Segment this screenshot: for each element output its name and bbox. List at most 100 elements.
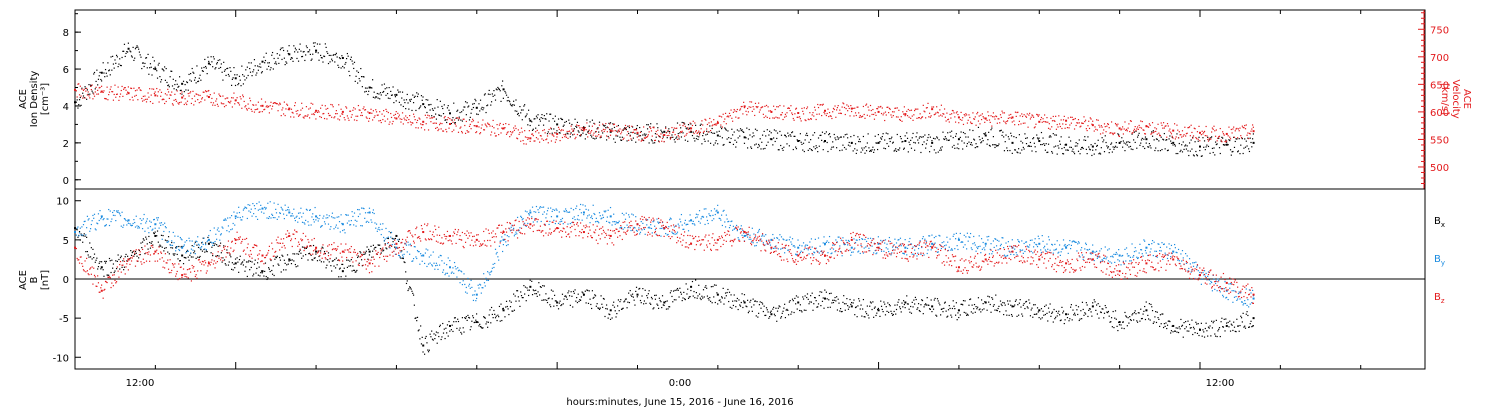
scatter-dot [111, 260, 112, 261]
scatter-dot [196, 258, 197, 259]
scatter-dot [329, 115, 330, 116]
scatter-dot [953, 145, 954, 146]
scatter-dot [1176, 125, 1177, 126]
scatter-dot [1050, 135, 1051, 136]
scatter-dot [590, 304, 591, 305]
scatter-dot [225, 263, 226, 264]
scatter-dot [834, 137, 835, 138]
scatter-dot [133, 219, 134, 220]
scatter-dot [746, 114, 747, 115]
scatter-dot [370, 109, 371, 110]
scatter-dot [410, 101, 411, 102]
scatter-dot [1109, 127, 1110, 128]
scatter-dot [1101, 147, 1102, 148]
scatter-dot [823, 141, 824, 142]
scatter-dot [591, 130, 592, 131]
scatter-dot [482, 109, 483, 110]
scatter-dot [413, 114, 414, 115]
scatter-dot [475, 320, 476, 321]
scatter-dot [729, 292, 730, 293]
scatter-dot [91, 247, 92, 248]
scatter-dot [1113, 327, 1114, 328]
scatter-dot [851, 302, 852, 303]
scatter-dot [937, 137, 938, 138]
scatter-dot [171, 91, 172, 92]
scatter-dot [167, 252, 168, 253]
scatter-dot [218, 255, 219, 256]
scatter-dot [818, 303, 819, 304]
scatter-dot [470, 113, 471, 114]
scatter-dot [186, 240, 187, 241]
scatter-dot [931, 115, 932, 116]
scatter-dot [1061, 128, 1062, 129]
scatter-dot [397, 89, 398, 90]
scatter-dot [1049, 136, 1050, 137]
scatter-dot [319, 116, 320, 117]
scatter-dot [400, 91, 401, 92]
scatter-dot [1079, 318, 1080, 319]
scatter-dot [179, 76, 180, 77]
scatter-dot [136, 253, 137, 254]
scatter-dot [1136, 320, 1137, 321]
scatter-dot [630, 136, 631, 137]
scatter-dot [351, 259, 352, 260]
scatter-dot [942, 308, 943, 309]
scatter-dot [727, 138, 728, 139]
scatter-dot [954, 308, 955, 309]
scatter-dot [257, 108, 258, 109]
scatter-dot [593, 133, 594, 134]
scatter-dot [282, 107, 283, 108]
scatter-dot [277, 219, 278, 220]
scatter-dot [1166, 139, 1167, 140]
scatter-dot [162, 235, 163, 236]
scatter-dot [868, 110, 869, 111]
scatter-dot [908, 303, 909, 304]
scatter-dot [1052, 152, 1053, 153]
scatter-dot [630, 132, 631, 133]
scatter-dot [279, 55, 280, 56]
scatter-dot [359, 213, 360, 214]
scatter-dot [984, 122, 985, 123]
scatter-dot [172, 247, 173, 248]
scatter-dot [897, 134, 898, 135]
scatter-dot [854, 108, 855, 109]
scatter-dot [1032, 317, 1033, 318]
scatter-dot [119, 58, 120, 59]
scatter-dot [749, 311, 750, 312]
scatter-dot [357, 209, 358, 210]
scatter-dot [983, 140, 984, 141]
scatter-dot [359, 78, 360, 79]
scatter-dot [507, 100, 508, 101]
scatter-dot [152, 103, 153, 104]
scatter-dot [385, 109, 386, 110]
scatter-dot [987, 296, 988, 297]
scatter-dot [655, 140, 656, 141]
scatter-dot [641, 138, 642, 139]
scatter-dot [193, 104, 194, 105]
scatter-dot [337, 264, 338, 265]
scatter-dot [272, 274, 273, 275]
scatter-dot [436, 331, 437, 332]
scatter-dot [1129, 316, 1130, 317]
scatter-dot [1127, 144, 1128, 145]
scatter-dot [987, 111, 988, 112]
scatter-dot [724, 297, 725, 298]
scatter-dot [1002, 132, 1003, 133]
scatter-dot [204, 252, 205, 253]
scatter-dot [1016, 299, 1017, 300]
scatter-dot [689, 122, 690, 123]
scatter-dot [95, 88, 96, 89]
scatter-dot [225, 75, 226, 76]
scatter-dot [211, 102, 212, 103]
scatter-dot [323, 113, 324, 114]
scatter-dot [138, 226, 139, 227]
scatter-dot [1165, 148, 1166, 149]
y-tick-label: 2 [63, 139, 69, 150]
scatter-dot [360, 225, 361, 226]
scatter-dot [693, 138, 694, 139]
scatter-dot [383, 250, 384, 251]
scatter-dot [686, 133, 687, 134]
scatter-dot [1166, 137, 1167, 138]
scatter-dot [435, 113, 436, 114]
scatter-dot [723, 121, 724, 122]
